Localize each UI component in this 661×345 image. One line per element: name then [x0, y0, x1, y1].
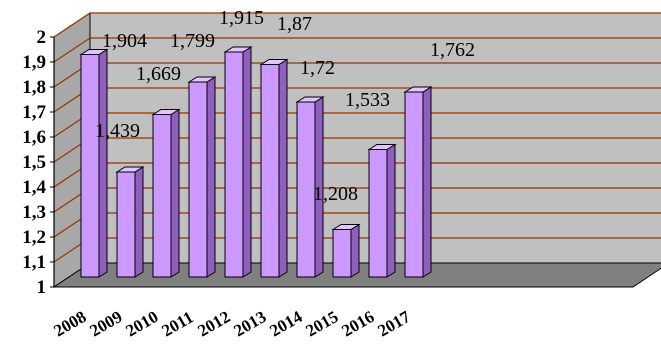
- y-tick-label: 1,5: [22, 152, 46, 173]
- x-tick-label: 2012: [195, 307, 234, 340]
- y-tick-label: 1,2: [22, 227, 46, 248]
- data-label: 1,669: [136, 63, 181, 85]
- bar: [296, 101, 316, 278]
- x-tick-label: 2009: [87, 307, 126, 340]
- bar-side: [98, 48, 108, 278]
- x-tick-label: 2008: [51, 307, 90, 340]
- data-label: 1,915: [219, 7, 264, 29]
- bar-side: [242, 46, 252, 278]
- data-label: 1,208: [313, 183, 358, 205]
- gridline: [53, 37, 661, 63]
- data-label: 1,533: [345, 89, 390, 111]
- x-tick-label: 2016: [339, 307, 378, 340]
- y-tick-label: 1,9: [22, 52, 46, 73]
- bar: [152, 114, 172, 278]
- bar-side: [278, 58, 288, 278]
- bar-side: [206, 76, 216, 278]
- x-tick-label: 2013: [231, 307, 270, 340]
- y-tick-label: 1: [37, 277, 47, 298]
- bar: [404, 91, 424, 278]
- bar-side: [386, 143, 396, 278]
- bar: [80, 54, 100, 278]
- y-tick-label: 1,6: [22, 127, 46, 148]
- data-label: 1,799: [170, 30, 215, 52]
- data-label: 1,72: [300, 57, 335, 79]
- bar: [332, 229, 352, 278]
- bar: [188, 81, 208, 278]
- y-tick-label: 1,7: [22, 102, 46, 123]
- x-tick-label: 2011: [159, 307, 197, 340]
- y-tick-label: 1,1: [22, 252, 46, 273]
- y-tick-label: 1,4: [22, 177, 46, 198]
- bar: [368, 149, 388, 278]
- gridline: [53, 12, 661, 38]
- bar-side: [350, 223, 360, 278]
- x-tick-label: 2010: [123, 307, 162, 340]
- data-label: 1,439: [95, 120, 140, 142]
- bar-side: [422, 86, 432, 278]
- bar: [116, 171, 136, 278]
- bar-side: [170, 108, 180, 278]
- x-tick-label: 2017: [375, 307, 414, 341]
- bar: [224, 51, 244, 278]
- bar-side: [134, 166, 144, 278]
- y-tick-label: 2: [37, 27, 47, 48]
- data-label: 1,87: [277, 13, 312, 35]
- bar: [260, 64, 280, 278]
- x-tick-label: 2014: [267, 307, 306, 341]
- y-tick-label: 1,3: [22, 202, 46, 223]
- x-tick-label: 2015: [303, 307, 342, 340]
- y-tick-label: 1,8: [22, 77, 46, 98]
- data-label: 1,904: [102, 30, 147, 52]
- data-label: 1,762: [430, 39, 475, 61]
